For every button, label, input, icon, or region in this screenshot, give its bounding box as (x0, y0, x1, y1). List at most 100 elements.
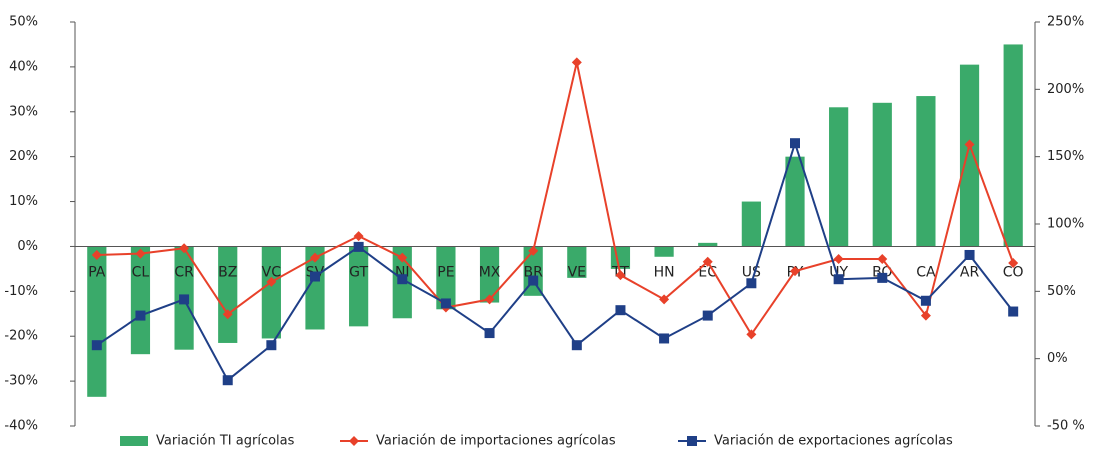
x-tick-label: US (742, 264, 761, 280)
marker (702, 310, 713, 321)
y-tick-label: -30% (4, 374, 38, 389)
marker (179, 243, 190, 254)
bar (436, 246, 456, 310)
marker (877, 254, 888, 265)
legend-label: Variación de exportaciones agrícolas (714, 434, 953, 449)
x-tick-label: VE (568, 264, 586, 280)
bar (872, 102, 892, 247)
bar (741, 201, 761, 247)
y-tick-label: 40% (9, 59, 38, 74)
marker (1008, 258, 1019, 269)
y-tick-label: 10% (9, 194, 38, 209)
marker (877, 272, 888, 283)
bar (916, 96, 936, 247)
x-tick-label: GT (349, 264, 368, 280)
x-tick-label: CL (132, 264, 150, 280)
y2-tick-label: 250% (1047, 15, 1084, 30)
marker (397, 274, 408, 285)
x-tick-label: CA (916, 264, 936, 280)
x-tick-label: AR (960, 264, 980, 280)
marker (91, 249, 102, 260)
marker (790, 266, 800, 277)
bar (349, 246, 369, 327)
marker (746, 329, 757, 340)
marker (659, 294, 670, 305)
x-tick-label: HN (654, 264, 675, 280)
x-tick-label: BZ (218, 264, 237, 280)
bar (479, 246, 500, 303)
bar (698, 242, 718, 247)
y-tick-label: -10% (4, 284, 38, 299)
y-tick-label: 20% (9, 149, 38, 164)
x-tick-label: CR (174, 264, 194, 280)
marker (571, 340, 582, 351)
marker (353, 241, 364, 252)
x-tick-label: VC (262, 264, 282, 280)
marker (91, 340, 102, 351)
x-tick-label: MX (479, 264, 501, 280)
marker (746, 278, 757, 289)
bar (829, 107, 849, 247)
bar (218, 246, 238, 343)
y2-tick-label: 150% (1047, 149, 1084, 164)
y2-tick-label: 200% (1047, 82, 1084, 97)
y-tick-label: 50% (9, 15, 38, 30)
marker (964, 139, 975, 150)
legend-swatch (120, 436, 148, 446)
bar (261, 246, 281, 339)
marker (310, 271, 320, 282)
y2-tick-label: 50% (1047, 284, 1076, 299)
y2-tick-label: 0% (1047, 351, 1068, 366)
marker (310, 252, 320, 263)
marker (266, 340, 277, 351)
marker (659, 333, 670, 344)
bar (1003, 44, 1023, 247)
marker (179, 294, 190, 305)
marker (135, 310, 146, 321)
marker (222, 309, 233, 320)
y-tick-label: 0% (17, 239, 38, 254)
x-tick-label: PE (437, 264, 454, 280)
line (96, 139, 1014, 382)
y-tick-label: -20% (4, 329, 38, 344)
y-tick-label: 30% (9, 104, 38, 119)
marker (484, 294, 495, 305)
bar (130, 246, 151, 355)
marker (266, 276, 277, 287)
marker (528, 245, 539, 256)
marker (571, 57, 582, 68)
x-tick-label: CO (1003, 264, 1024, 280)
line (96, 62, 1015, 337)
legend-marker (349, 436, 359, 446)
marker (833, 274, 844, 285)
marker (790, 138, 800, 149)
bar (654, 246, 674, 257)
marker (397, 252, 408, 263)
legend-label: Variación de importaciones agrícolas (376, 434, 616, 449)
marker (920, 310, 931, 321)
y2-tick-label: -50 % (1047, 419, 1085, 434)
marker (222, 375, 233, 386)
marker (353, 231, 364, 242)
marker (920, 295, 931, 306)
bar (567, 246, 587, 278)
legend-label: Variación TI agrícolas (156, 434, 295, 449)
x-tick-label: BO (872, 264, 892, 280)
legend-marker (687, 436, 697, 446)
bar (785, 156, 805, 247)
marker (440, 298, 451, 309)
marker (702, 256, 713, 267)
y-tick-label: -40% (4, 419, 38, 434)
bar (305, 246, 325, 330)
marker (615, 305, 626, 316)
x-tick-label: PA (88, 264, 106, 280)
bar (959, 64, 980, 247)
marker (615, 270, 626, 281)
marker (833, 254, 844, 265)
marker (484, 328, 495, 339)
marker (135, 248, 146, 259)
marker (1008, 306, 1019, 317)
marker (964, 249, 975, 260)
bar (87, 246, 107, 397)
